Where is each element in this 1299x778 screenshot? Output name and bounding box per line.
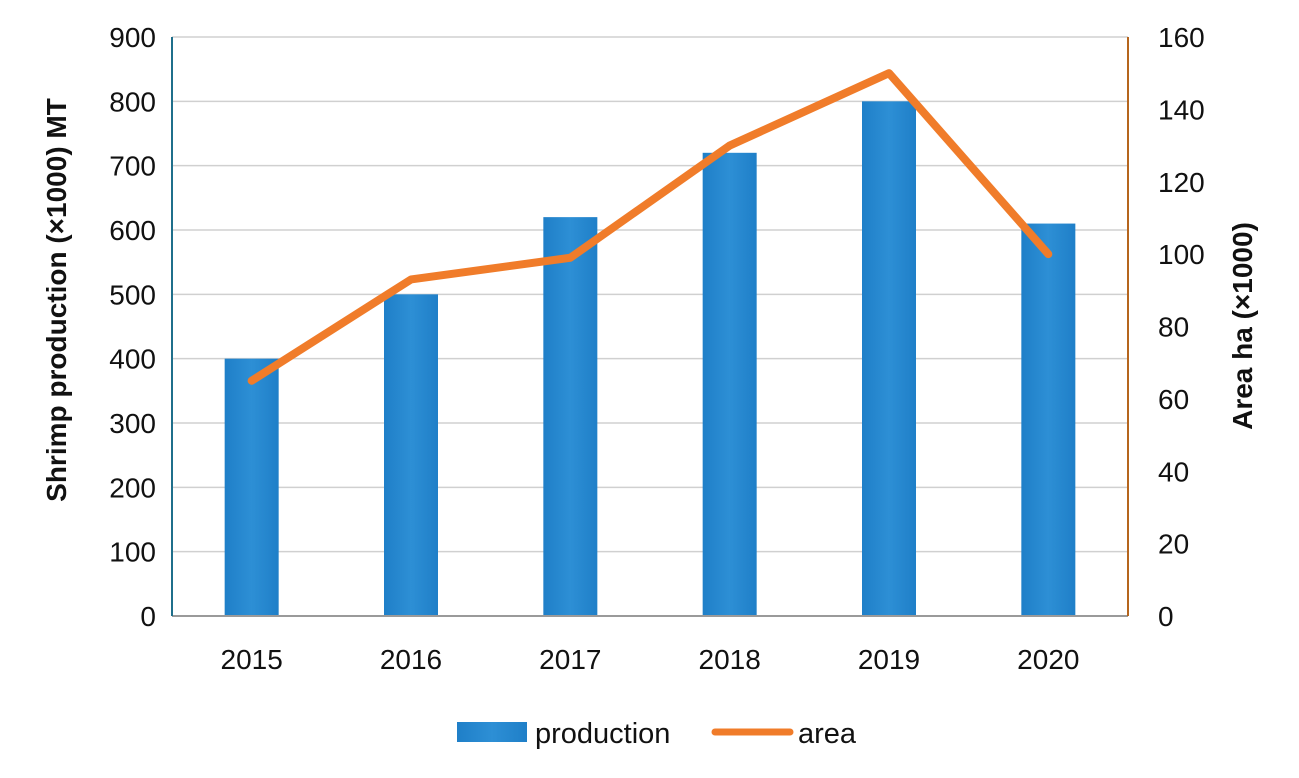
y-right-tick-label: 120	[1158, 167, 1205, 198]
right-axis-title: Area ha (×1000)	[1227, 222, 1258, 430]
y-left-tick-label: 700	[109, 151, 156, 182]
y-right-tick-label: 0	[1158, 601, 1174, 632]
area-line	[247, 69, 1053, 385]
x-tick-label: 2020	[1017, 644, 1079, 675]
y-left-tick-label: 200	[109, 472, 156, 503]
area-point	[888, 72, 890, 75]
x-tick-label: 2018	[699, 644, 761, 675]
x-tick-label: 2019	[858, 644, 920, 675]
y-right-tick-label: 80	[1158, 312, 1189, 343]
y-left-tick-label: 800	[109, 86, 156, 117]
production-bars	[224, 101, 1076, 617]
area-point	[250, 379, 253, 382]
axes	[171, 37, 1129, 617]
y-left-tick-label: 100	[109, 537, 156, 568]
production-bar	[862, 101, 916, 617]
y-right-tick-label: 100	[1158, 239, 1205, 270]
area-point	[410, 278, 412, 281]
left-axis-title: Shrimp production (×1000) MT	[41, 98, 72, 502]
x-tick-label: 2016	[380, 644, 442, 675]
y-right-tick-label: 40	[1158, 456, 1189, 487]
production-bar	[1021, 223, 1076, 617]
y-left-tick-label: 0	[140, 601, 156, 632]
area-point	[728, 144, 731, 147]
y-left-tick-label: 600	[109, 215, 156, 246]
production-bar	[384, 294, 438, 616]
area-series-line	[247, 69, 1053, 385]
x-tick-label: 2015	[221, 644, 283, 675]
production-bar	[543, 217, 598, 616]
area-point	[569, 256, 572, 259]
production-bar	[702, 152, 757, 617]
legend-production-swatch	[457, 722, 527, 742]
area-point	[1047, 253, 1050, 256]
legend: production area	[457, 718, 857, 750]
y-right-tick-label: 160	[1158, 22, 1205, 53]
y-right-tick-label: 60	[1158, 384, 1189, 415]
gridlines	[172, 36, 1128, 553]
y-right-tick-label: 140	[1158, 94, 1205, 125]
tick-labels: 0 100 200 300 400 500 600 700 800 900 0 20 40 60 80 100…	[109, 22, 1204, 675]
x-tick-label: 2017	[539, 644, 601, 675]
y-left-tick-label: 900	[109, 22, 156, 53]
production-bar	[224, 358, 279, 616]
y-left-tick-label: 300	[109, 408, 156, 439]
y-left-tick-label: 400	[109, 344, 156, 375]
legend-area-label: area	[798, 718, 857, 750]
legend-production-label: production	[535, 718, 670, 750]
y-right-tick-label: 20	[1158, 529, 1189, 560]
y-left-tick-label: 500	[109, 279, 156, 310]
